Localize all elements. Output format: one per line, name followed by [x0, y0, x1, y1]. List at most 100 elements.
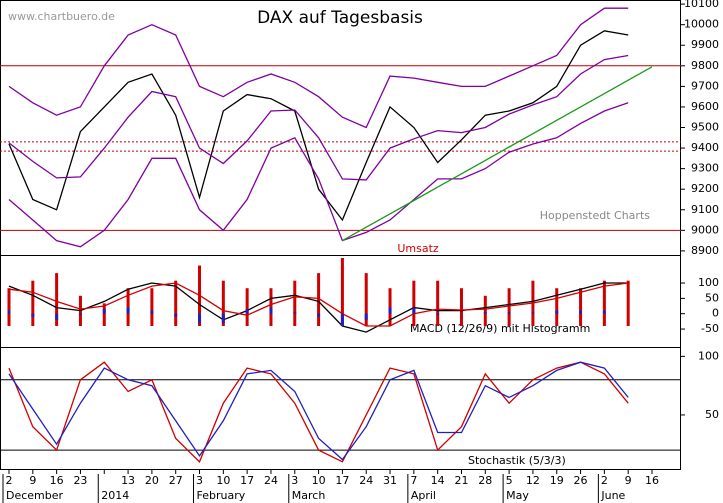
x-tick-label: 16	[645, 474, 659, 487]
bar	[602, 310, 606, 314]
month-label: February	[197, 489, 246, 502]
series-line	[8, 282, 629, 333]
panel-title: Umsatz	[397, 242, 439, 255]
y-tick-label: 9300	[691, 162, 719, 175]
y-tick-label: -50	[701, 322, 719, 335]
month-label: April	[411, 489, 436, 502]
y-tick-label: 9900	[691, 38, 719, 51]
x-tick-label: 17	[240, 474, 254, 487]
bar	[198, 313, 202, 323]
bar	[340, 313, 344, 326]
y-tick-label: 9200	[691, 182, 719, 195]
x-tick-label: 27	[169, 474, 183, 487]
bar	[7, 288, 11, 326]
y-tick-label: 9600	[691, 100, 719, 113]
bar	[436, 313, 440, 316]
bar	[507, 288, 511, 326]
x-tick-label: 28	[478, 474, 492, 487]
bar	[221, 313, 225, 323]
month-label: June	[600, 489, 625, 502]
x-tick-label: 3	[291, 474, 298, 487]
bar	[150, 310, 154, 314]
bar	[483, 312, 487, 314]
bar	[55, 273, 59, 326]
bar	[531, 312, 535, 314]
x-tick-label: 10	[312, 474, 326, 487]
y-tick-label: 50	[705, 408, 719, 421]
panel-title: Stochastik (5/3/3)	[468, 454, 566, 467]
month-label: May	[506, 489, 529, 502]
bar	[269, 288, 273, 326]
bar	[626, 280, 630, 326]
bar	[364, 313, 368, 320]
month-label: March	[292, 489, 326, 502]
series-line	[342, 66, 653, 242]
x-tick-label: 14	[431, 474, 445, 487]
x-tick-label: 17	[335, 474, 349, 487]
x-tick-label: 16	[50, 474, 64, 487]
bar	[31, 280, 35, 326]
x-tick-label: 9	[29, 474, 36, 487]
bar	[388, 288, 392, 326]
y-tick-label: 100	[698, 276, 719, 289]
bar	[459, 288, 463, 326]
y-tick-label: 9100	[691, 203, 719, 216]
x-tick-label: 2	[601, 474, 608, 487]
bar	[340, 258, 344, 326]
y-tick-label: 9500	[691, 121, 719, 134]
month-label: 2014	[101, 489, 129, 502]
y-tick-label: 9800	[691, 59, 719, 72]
x-tick-label: 10	[216, 474, 230, 487]
bar	[555, 310, 559, 314]
series-line	[8, 361, 629, 463]
bar	[269, 307, 273, 314]
bar	[412, 307, 416, 314]
bar	[507, 312, 511, 314]
x-tick-label: 12	[526, 474, 540, 487]
plot-frame	[0, 0, 681, 470]
x-tick-label: 24	[359, 474, 373, 487]
series-line	[8, 30, 629, 222]
x-tick-label: 5	[506, 474, 513, 487]
bar	[412, 280, 416, 326]
bar	[483, 295, 487, 326]
chart-title: DAX auf Tagesbasis	[257, 8, 423, 28]
bar	[102, 303, 106, 326]
x-tick-label: 23	[73, 474, 87, 487]
y-tick-label: 9400	[691, 141, 719, 154]
x-tick-label: 24	[264, 474, 278, 487]
series-line	[8, 102, 629, 248]
y-tick-label: 0	[712, 307, 719, 320]
bar	[126, 288, 130, 326]
y-tick-label: 50	[705, 291, 719, 304]
panel-title: MACD (12/26/9) mit Histogramm	[410, 322, 590, 335]
bar	[245, 288, 249, 326]
bar	[579, 288, 583, 326]
bar	[55, 313, 59, 320]
x-tick-label: 9	[625, 474, 632, 487]
bar	[245, 309, 249, 314]
series-line	[8, 282, 629, 327]
y-tick-label: 10100	[684, 0, 719, 10]
y-tick-label: 100	[698, 349, 719, 362]
x-tick-label: 19	[550, 474, 564, 487]
x-tick-label: 20	[145, 474, 159, 487]
bar	[293, 312, 297, 314]
series-line	[8, 54, 629, 181]
bar	[221, 280, 225, 326]
bar	[388, 307, 392, 314]
x-tick-label: 21	[454, 474, 468, 487]
bar	[317, 313, 321, 317]
month-label: December	[6, 489, 64, 502]
x-tick-label: 26	[574, 474, 588, 487]
x-tick-label: 3	[196, 474, 203, 487]
source: www.chartbuero.de	[8, 10, 115, 23]
x-tick-label: 7	[410, 474, 417, 487]
y-tick-label: 8900	[691, 244, 719, 257]
x-tick-label: 31	[383, 474, 397, 487]
x-tick-label: 13	[121, 474, 135, 487]
y-tick-label: 9700	[691, 79, 719, 92]
bar	[31, 313, 35, 317]
bar	[459, 313, 463, 315]
